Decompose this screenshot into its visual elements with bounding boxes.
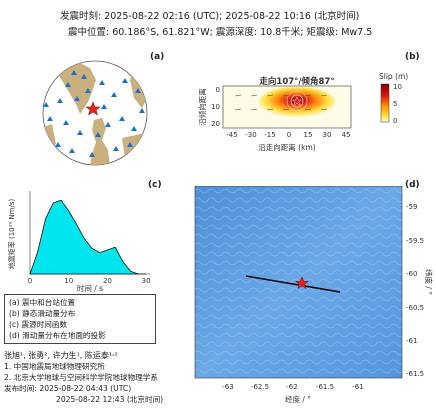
y-axis-label: 纬度 / ° — [424, 269, 434, 295]
x-tick: 45 — [342, 131, 351, 139]
origin-time-line: 发震时刻: 2025-08-22 02:16 (UTC); 2025-08-22… — [60, 11, 360, 22]
station-icon — [55, 142, 61, 147]
station-icon — [81, 74, 87, 79]
station-icon — [85, 88, 91, 93]
legend-item: (d) 滑动量分布在地面的投影 — [9, 331, 106, 340]
x-tick: -62 — [286, 383, 297, 391]
epicenter-star-icon — [294, 276, 310, 290]
station-icon — [63, 120, 69, 125]
station-icon — [101, 104, 107, 109]
x-tick: -15 — [264, 131, 275, 139]
x-tick: -45 — [226, 131, 237, 139]
x-tick: -62.5 — [251, 383, 269, 391]
panel-legend: (a) 震中和台站位置 (b) 静态滑动量分布 (c) 震源时间函数 (d) 滑… — [4, 294, 156, 344]
source-time-function: 0 10 20 30 时间 / s 地震矩率 (10¹⁹ Nm/s) — [7, 191, 151, 293]
y-axis-label: 沿倾向距离 — [197, 88, 207, 126]
panel-a-label: (a) — [150, 52, 165, 62]
colorbar-tick: 5 — [393, 100, 397, 108]
antarctica-east-land — [122, 132, 147, 165]
colorbar-title: Slip (m) — [379, 72, 408, 81]
station-markers — [43, 70, 145, 157]
station-icon — [89, 152, 95, 157]
epicenter-star-icon — [85, 101, 101, 116]
station-icon — [122, 78, 128, 83]
y-axis-label: 地震矩率 (10¹⁹ Nm/s) — [7, 198, 16, 269]
colorbar-tick: 10 — [393, 83, 402, 91]
panel-d-label: (d) — [405, 180, 420, 190]
y-tick: -61 — [406, 337, 417, 345]
station-icon — [65, 82, 71, 87]
panel-b-label: (b) — [405, 52, 420, 62]
station-icon — [95, 132, 101, 137]
colorbar-tick: 0 — [393, 117, 397, 125]
y-tick: -59.5 — [406, 237, 424, 245]
x-tick: -61.5 — [316, 383, 334, 391]
legend-item: (a) 震中和台站位置 — [9, 298, 76, 307]
station-icon — [77, 130, 83, 135]
y-tick: -60.5 — [406, 304, 424, 312]
y-tick: 10 — [211, 103, 220, 111]
station-icon — [71, 70, 77, 75]
antarctic-peninsula-land — [90, 118, 110, 165]
affiliation-1: 1. 中国地震局地球物理研究所 — [4, 362, 105, 371]
x-tick: 10 — [64, 277, 73, 285]
station-icon — [57, 98, 63, 103]
x-axis-label: 经度 / ° — [285, 394, 311, 404]
x-tick: 0 — [28, 277, 32, 285]
x-axis-label: 时间 / s — [77, 283, 103, 293]
x-tick: -63 — [222, 383, 233, 391]
release-utc: 2025-08-22 04:43 (UTC) — [39, 384, 132, 393]
station-icon — [74, 96, 80, 101]
x-tick: 0 — [287, 131, 291, 139]
release-bj: 2025-08-22 12:43 (北京时间) — [56, 395, 164, 404]
station-icon — [43, 102, 49, 107]
strike-dip-title: 走向107°/倾角87° — [258, 76, 334, 87]
authors: 张旭¹, 张勇², 许力生¹, 陈运泰¹˒² — [4, 351, 118, 360]
legend-item: (c) 震源时间函数 — [9, 320, 68, 329]
station-icon — [99, 80, 105, 85]
station-icon — [135, 88, 141, 93]
release-label: 发布时间: — [4, 384, 37, 393]
station-icon — [47, 116, 53, 121]
x-tick: -30 — [245, 131, 256, 139]
station-icon — [113, 146, 119, 151]
panel-c-label: (c) — [148, 180, 162, 190]
fault-trace — [245, 275, 341, 293]
affiliation-2: 2. 北京大学地球与空间科学学院地球物理学系 — [4, 373, 158, 382]
station-icon — [127, 142, 133, 147]
x-axis-label: 沿走向距离 (km) — [258, 142, 315, 152]
station-icon — [131, 126, 137, 131]
moment-rate-area — [29, 199, 147, 275]
x-tick: 30 — [142, 277, 151, 285]
station-icon — [69, 148, 75, 153]
south-america-land — [58, 62, 96, 114]
y-tick: -59 — [406, 203, 417, 211]
legend-item: (b) 静态滑动量分布 — [9, 309, 76, 318]
slip-distribution-plot: 走向107°/倾角87° Slip (m) 10 5 0 -45 -30 -15… — [197, 72, 408, 152]
x-tick: 15 — [304, 131, 313, 139]
hypocenter-star-icon — [291, 96, 303, 106]
colorbar — [380, 83, 390, 123]
x-tick: 30 — [323, 131, 332, 139]
y-tick: 20 — [211, 120, 220, 128]
location-line: 震中位置: 60.186°S, 61.821°W; 震源深度: 10.8千米; … — [68, 27, 373, 38]
station-icon — [111, 92, 117, 97]
y-tick: -61.5 — [406, 370, 424, 378]
station-icon — [105, 122, 111, 127]
y-tick: -60 — [406, 270, 417, 278]
y-tick: 0 — [216, 86, 220, 94]
station-icon — [119, 116, 125, 121]
station-map — [42, 60, 148, 166]
x-tick: -61 — [352, 383, 363, 391]
x-tick: 20 — [103, 277, 112, 285]
projection-map: -63 -62.5 -62 -61.5 -61 -59 -59.5 -60 -6… — [194, 186, 434, 404]
station-icon — [139, 108, 145, 113]
footer: 张旭¹, 张勇², 许力生¹, 陈运泰¹˒² 1. 中国地震局地球物理研究所 2… — [4, 350, 163, 405]
